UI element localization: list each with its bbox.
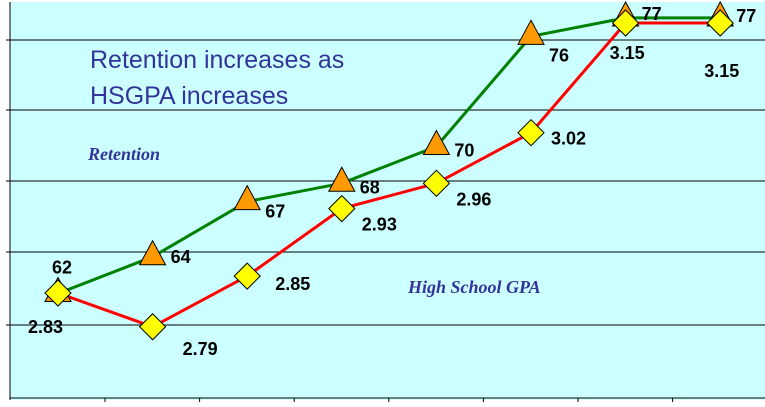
hsgpa-marker-7 (706, 9, 734, 37)
retention-data-label: 67 (265, 202, 285, 222)
hsgpa-marker-4 (422, 169, 451, 198)
retention-marker-5 (517, 19, 545, 45)
retention-data-label: 77 (642, 4, 662, 24)
hsgpa-marker-3 (328, 194, 356, 223)
retention-data-label: 76 (549, 45, 569, 65)
retention-data-label: 70 (454, 141, 474, 161)
retention-line (57, 16, 721, 295)
retention-marker-4 (422, 129, 451, 156)
retention-marker-1 (138, 239, 167, 266)
plot-background (10, 2, 765, 400)
gridlines (10, 39, 765, 326)
hsgpa-marker-5 (517, 118, 545, 147)
retention-marker-3 (327, 166, 356, 192)
retention-data-label: 62 (52, 258, 72, 278)
gpa-series-label: High School GPA (407, 277, 541, 297)
headline-line-1: Retention increases as (90, 46, 344, 74)
axes (6, 2, 765, 402)
hsgpa-data-label: 3.15 (704, 61, 739, 81)
hsgpa-data-label: 3.02 (551, 129, 586, 149)
retention-series-label: Retention (87, 144, 160, 164)
retention-marker-2 (233, 184, 262, 211)
headline-line-2: HSGPA increases (90, 82, 288, 110)
hsgpa-marker-1 (138, 313, 167, 341)
hsgpa-data-label: 2.93 (362, 215, 397, 235)
hsgpa-marker-0 (44, 279, 72, 307)
hsgpa-data-label: 2.96 (456, 189, 491, 209)
hsgpa-data-label: 2.83 (28, 317, 63, 337)
hsgpa-data-label: 3.15 (610, 43, 645, 63)
hsgpa-data-label: 2.79 (183, 339, 218, 359)
retention-data-label: 68 (360, 177, 380, 197)
hsgpa-data-label: 2.85 (275, 274, 310, 294)
retention-data-label: 77 (736, 6, 756, 26)
hsgpa-marker-2 (233, 262, 261, 290)
retention-data-label: 64 (171, 247, 191, 267)
series-layer: 62 64 67 68 70 76 77 77 2.83 2.79 2.85 2.93 2.96 3.02… (28, 0, 756, 359)
hsgpa-marker-6 (611, 9, 640, 37)
hsgpa-line (57, 21, 721, 329)
